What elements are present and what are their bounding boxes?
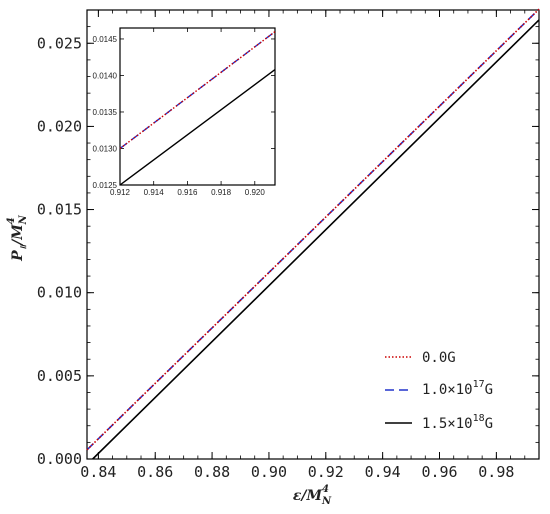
legend-label-0: 0.0G xyxy=(422,350,456,366)
inset-x-tick-label: 0.916 xyxy=(177,188,198,197)
legend-item-2: 1.5×1018G xyxy=(385,413,493,432)
legend-item-1: 1.0×1017G xyxy=(385,379,493,398)
x-tick-label: 0.90 xyxy=(251,463,287,481)
inset-x-tick-label: 0.914 xyxy=(144,188,165,197)
y-axis-label: P॥/M4N xyxy=(6,214,29,262)
series-line-0 xyxy=(86,8,540,451)
main-series-group xyxy=(86,8,540,460)
legend-item-0: 0.0G xyxy=(385,350,456,366)
inset-x-axis: 0.912 0.914 0.916 0.918 0.920 xyxy=(110,28,265,197)
x-tick-label: 0.86 xyxy=(137,463,173,481)
inset-y-tick-label: 0.0145 xyxy=(93,35,118,44)
x-tick-label: 0.88 xyxy=(194,463,230,481)
y-tick-label: 0.005 xyxy=(37,367,82,385)
inset-y-tick-label: 0.0135 xyxy=(93,108,118,117)
y-tick-label: 0.020 xyxy=(37,117,82,135)
y-tick-label: 0.000 xyxy=(37,450,82,468)
x-tick-label: 0.98 xyxy=(478,463,514,481)
x-axis: 0.84 0.86 0.88 0.90 0.92 0.94 0.96 0.98 xyxy=(80,10,526,481)
inset-series-group xyxy=(119,31,276,186)
inset-series-line-2 xyxy=(119,69,276,186)
inset-y-tick-label: 0.0125 xyxy=(93,181,118,190)
x-tick-label: 0.94 xyxy=(365,463,401,481)
y-tick-label: 0.025 xyxy=(37,34,82,52)
inset-y-tick-label: 0.0130 xyxy=(93,144,118,153)
y-axis: 0.000 0.005 0.010 0.015 0.020 0.025 xyxy=(37,9,539,468)
x-tick-label: 0.84 xyxy=(80,463,116,481)
y-tick-label: 0.015 xyxy=(37,201,82,219)
x-tick-label: 0.92 xyxy=(308,463,344,481)
inset-series-line-0 xyxy=(119,31,276,150)
legend: 0.0G 1.0×1017G 1.5×1018G xyxy=(385,350,493,432)
x-tick-label: 0.96 xyxy=(421,463,457,481)
inset-y-tick-label: 0.0140 xyxy=(93,71,118,80)
y-tick-label: 0.010 xyxy=(37,284,82,302)
inset-y-axis: 0.0125 0.0130 0.0135 0.0140 0.0145 xyxy=(93,35,275,190)
legend-label-1: 1.0×1017G xyxy=(422,379,493,398)
legend-label-2: 1.5×1018G xyxy=(422,413,493,432)
inset-x-tick-label: 0.920 xyxy=(245,188,266,197)
x-axis-label: ε/M4 N xyxy=(293,484,332,507)
inset-x-tick-label: 0.912 xyxy=(110,188,131,197)
inset-x-tick-label: 0.918 xyxy=(211,188,232,197)
inset-frame xyxy=(119,27,276,186)
series-line-2 xyxy=(92,19,540,460)
